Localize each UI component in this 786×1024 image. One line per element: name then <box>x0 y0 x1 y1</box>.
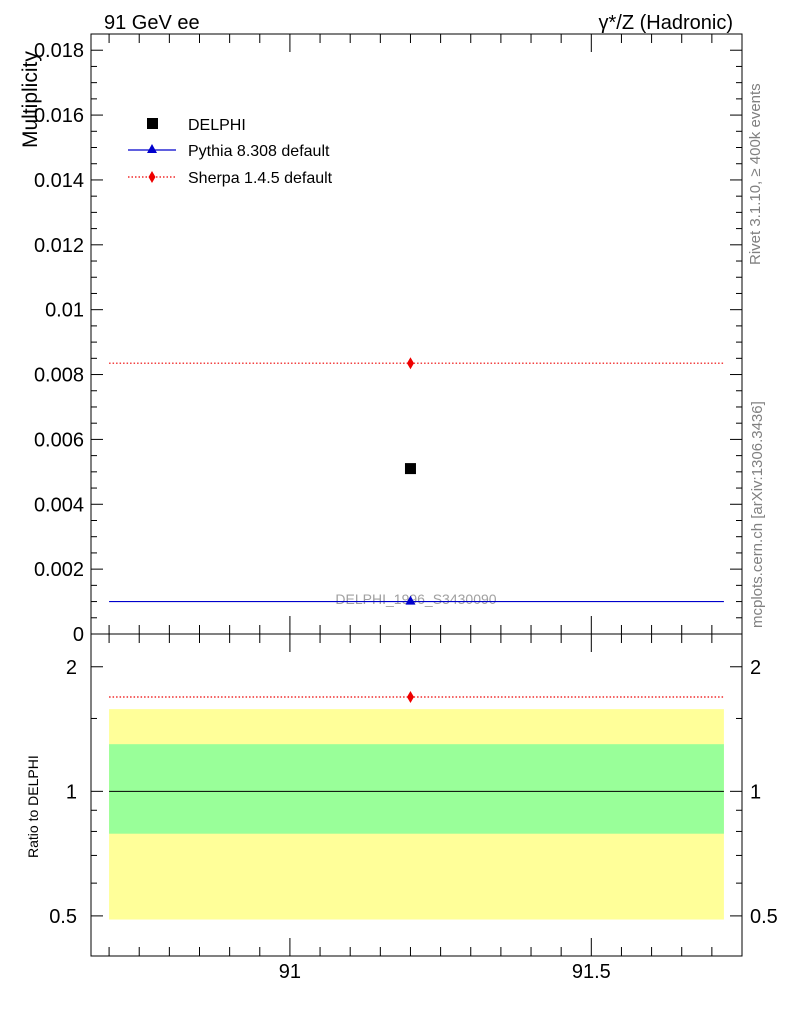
ratio-ytick-label-right: 2 <box>750 657 761 679</box>
ratio-ytick-label: 0.5 <box>49 906 77 928</box>
legend: DELPHI Pythia 8.308 default Sherpa 1.4.5… <box>128 117 333 187</box>
legend-pythia-marker <box>147 144 157 153</box>
pythia-data-point <box>405 595 416 605</box>
ratio-ytick-label-right: 0.5 <box>750 906 778 928</box>
main-ytick-label: 0.004 <box>34 494 84 516</box>
ratio-ytick-label-right: 1 <box>750 781 761 803</box>
ratio-series-group <box>109 691 724 792</box>
ratio-band <box>109 744 724 834</box>
legend-pythia-label: Pythia 8.308 default <box>188 143 330 160</box>
mcplots-credit-label: mcplots.cern.ch [arXiv:1306.3436] <box>749 401 766 628</box>
analysis-watermark: DELPHI_1996_S3430090 <box>335 591 496 607</box>
axis-ticks: 0 0.002 0.004 0.006 0.008 0.01 0.012 0.014 0.016… <box>34 34 778 983</box>
ratio-sherpa-point <box>406 691 414 704</box>
main-series-group <box>109 357 724 605</box>
header-left-label: 91 GeV ee <box>104 12 200 34</box>
ratio-ylabel: Ratio to DELPHI <box>25 755 41 858</box>
ratio-panel-frame <box>90 633 743 957</box>
main-ytick-label: 0.012 <box>34 235 84 257</box>
legend-sherpa-marker <box>148 171 156 183</box>
xtick-label: 91 <box>279 961 301 983</box>
main-ytick-label: 0.014 <box>34 170 84 192</box>
ratio-ytick-label: 1 <box>66 781 77 803</box>
main-ytick-label: 0 <box>73 624 84 646</box>
header-right-label: γ*/Z (Hadronic) <box>599 12 733 34</box>
ratio-bands <box>109 709 724 920</box>
main-ytick-label: 0.006 <box>34 429 84 451</box>
main-ytick-label: 0.01 <box>45 300 84 322</box>
main-ytick-label: 0.016 <box>34 105 84 127</box>
sherpa-data-point <box>406 357 414 370</box>
delphi-data-point <box>404 463 416 475</box>
main-ytick-label: 0.008 <box>34 365 84 387</box>
legend-delphi-label: DELPHI <box>188 117 246 134</box>
legend-delphi-marker <box>147 118 158 129</box>
legend-sherpa-label: Sherpa 1.4.5 default <box>188 170 333 187</box>
main-ytick-label: 0.018 <box>34 40 84 62</box>
rivet-version-label: Rivet 3.1.10, ≥ 400k events <box>747 83 764 265</box>
ratio-ytick-label: 2 <box>66 657 77 679</box>
main-ytick-label: 0.002 <box>34 559 84 581</box>
xtick-label: 91.5 <box>572 961 611 983</box>
main-ylabel: Multiplicity <box>19 51 42 148</box>
